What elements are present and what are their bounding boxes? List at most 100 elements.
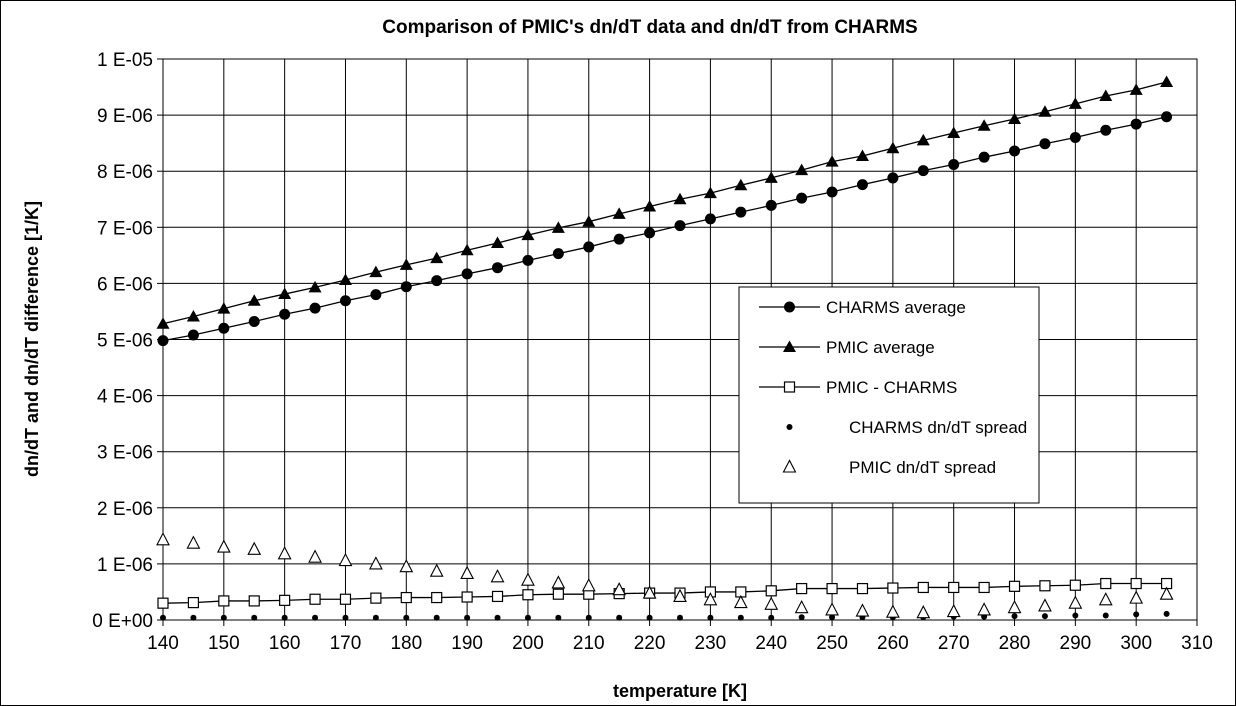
legend-marker — [783, 340, 796, 352]
y-tick-label: 6 E-06 — [97, 274, 153, 295]
legend-label: PMIC average — [826, 338, 935, 357]
data-point — [342, 614, 349, 621]
data-point — [461, 268, 473, 280]
data-point — [216, 539, 231, 553]
data-point — [733, 594, 748, 609]
data-point — [1160, 75, 1174, 88]
x-tick-label: 230 — [695, 633, 727, 654]
data-point — [433, 614, 440, 621]
data-point — [1099, 89, 1113, 102]
data-point — [613, 233, 625, 245]
y-tick-label: 3 E-06 — [97, 443, 153, 464]
data-point — [400, 281, 412, 293]
chart-title: Comparison of PMIC's dn/dT data and dn/d… — [382, 17, 917, 38]
data-point — [403, 614, 410, 621]
series-pmic-average — [156, 75, 1174, 329]
data-point — [642, 585, 657, 599]
data-point — [855, 603, 870, 617]
data-point — [765, 199, 777, 211]
x-tick-label: 190 — [451, 633, 483, 654]
x-tick-label: 160 — [269, 633, 301, 654]
x-axis-title: temperature [K] — [613, 681, 747, 701]
data-point — [277, 546, 292, 560]
data-point — [948, 581, 960, 594]
data-point — [1133, 611, 1140, 618]
data-point — [494, 614, 501, 621]
data-point — [217, 302, 231, 314]
data-point — [704, 213, 716, 225]
data-point — [1130, 118, 1142, 130]
data-point — [460, 243, 474, 256]
data-point — [764, 596, 779, 610]
x-tick-label: 300 — [1120, 633, 1152, 654]
data-point — [917, 165, 929, 177]
data-point — [281, 614, 288, 621]
data-point — [764, 171, 778, 183]
data-point — [1038, 105, 1052, 117]
data-point — [431, 591, 443, 604]
data-point — [734, 178, 748, 191]
data-point — [886, 141, 900, 154]
x-tick-label: 280 — [999, 633, 1031, 654]
data-point — [308, 280, 322, 293]
data-point — [461, 591, 473, 603]
data-point — [673, 192, 687, 205]
data-point — [551, 575, 566, 589]
legend-item: PMIC average — [759, 338, 935, 357]
data-point — [430, 251, 444, 264]
data-point — [400, 591, 412, 604]
x-tick-label: 270 — [938, 633, 970, 654]
data-point — [1069, 579, 1081, 591]
data-point — [521, 572, 535, 586]
data-point — [399, 559, 414, 573]
data-point — [977, 119, 991, 131]
data-point — [946, 603, 961, 618]
data-point — [829, 614, 836, 621]
data-point — [616, 614, 623, 621]
data-point — [309, 593, 321, 605]
data-point — [160, 614, 166, 621]
data-point — [826, 582, 838, 595]
legend-item: CHARMS dn/dT spread — [786, 418, 1027, 437]
x-tick-label: 220 — [634, 633, 666, 654]
data-point — [1007, 599, 1022, 614]
data-point — [677, 614, 683, 621]
y-tick-label: 4 E-06 — [97, 387, 153, 408]
data-point — [431, 275, 443, 287]
data-point — [825, 602, 839, 616]
data-point — [826, 186, 838, 198]
data-point — [1008, 580, 1021, 592]
x-tick-label: 180 — [390, 633, 422, 654]
data-point — [248, 316, 260, 328]
data-point — [218, 595, 230, 607]
data-point — [916, 133, 930, 146]
data-point — [1011, 613, 1018, 620]
x-axis: 140 150 160 170 180 190 200 210 220 230 240 250 260 2… — [147, 620, 1213, 654]
data-point — [279, 594, 291, 606]
y-tick-label: 8 E-06 — [97, 162, 153, 183]
x-tick-label: 240 — [755, 633, 787, 654]
data-point — [917, 581, 929, 594]
data-point — [674, 220, 686, 232]
data-point — [798, 614, 805, 621]
series-line — [162, 81, 1167, 325]
data-point — [187, 597, 200, 609]
data-point — [794, 599, 809, 614]
data-point — [524, 614, 531, 621]
data-point — [644, 227, 656, 239]
data-point — [552, 248, 564, 260]
series-line — [162, 582, 1167, 604]
data-point — [460, 565, 475, 579]
data-point — [1161, 111, 1173, 123]
x-tick-label: 150 — [208, 633, 240, 654]
data-point — [612, 207, 626, 219]
data-point — [339, 593, 352, 605]
data-point — [887, 172, 899, 184]
data-point — [737, 614, 744, 621]
data-point — [190, 614, 197, 621]
data-point — [490, 569, 505, 583]
data-point — [251, 614, 258, 621]
data-point — [947, 126, 961, 139]
legend-label: CHARMS dn/dT spread — [849, 418, 1027, 437]
data-point — [369, 265, 383, 278]
